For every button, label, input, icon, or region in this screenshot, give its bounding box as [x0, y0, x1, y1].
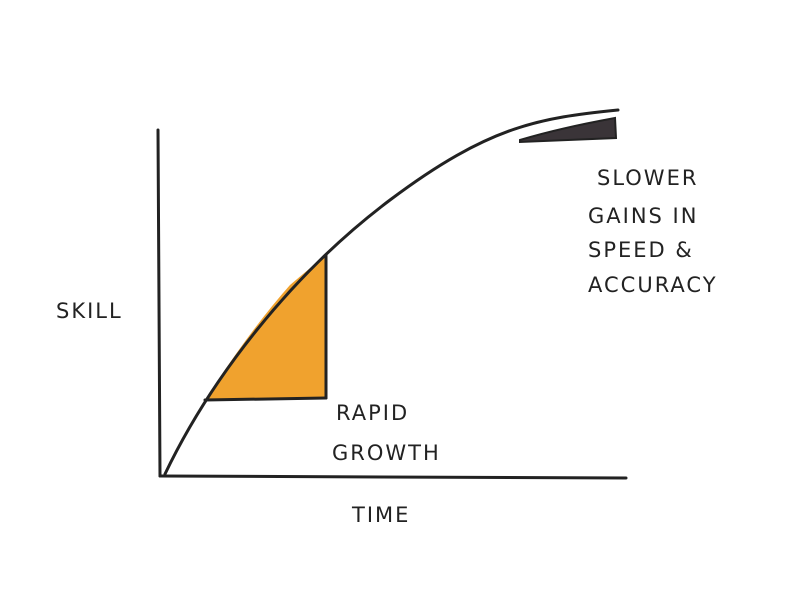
rapid-growth-base [203, 396, 328, 402]
y-axis-label: SKILL [56, 299, 123, 323]
slower-gains-label-line3: SPEED & [588, 238, 694, 262]
rapid-growth-region [205, 255, 326, 400]
slower-gains-label-line4: ACCURACY [588, 273, 718, 297]
x-axis-label: TIME [351, 503, 410, 527]
rapid-growth-label-line2: GROWTH [332, 441, 441, 465]
slower-gains-label-line1: SLOWER [597, 166, 698, 190]
y-axis [156, 128, 162, 478]
learning-curve [163, 108, 620, 476]
x-axis [158, 474, 628, 480]
rapid-growth-label-line1: RAPID [336, 401, 409, 425]
slower-gains-band [519, 116, 618, 144]
slower-gains-label-line2: GAINS IN [588, 204, 698, 228]
